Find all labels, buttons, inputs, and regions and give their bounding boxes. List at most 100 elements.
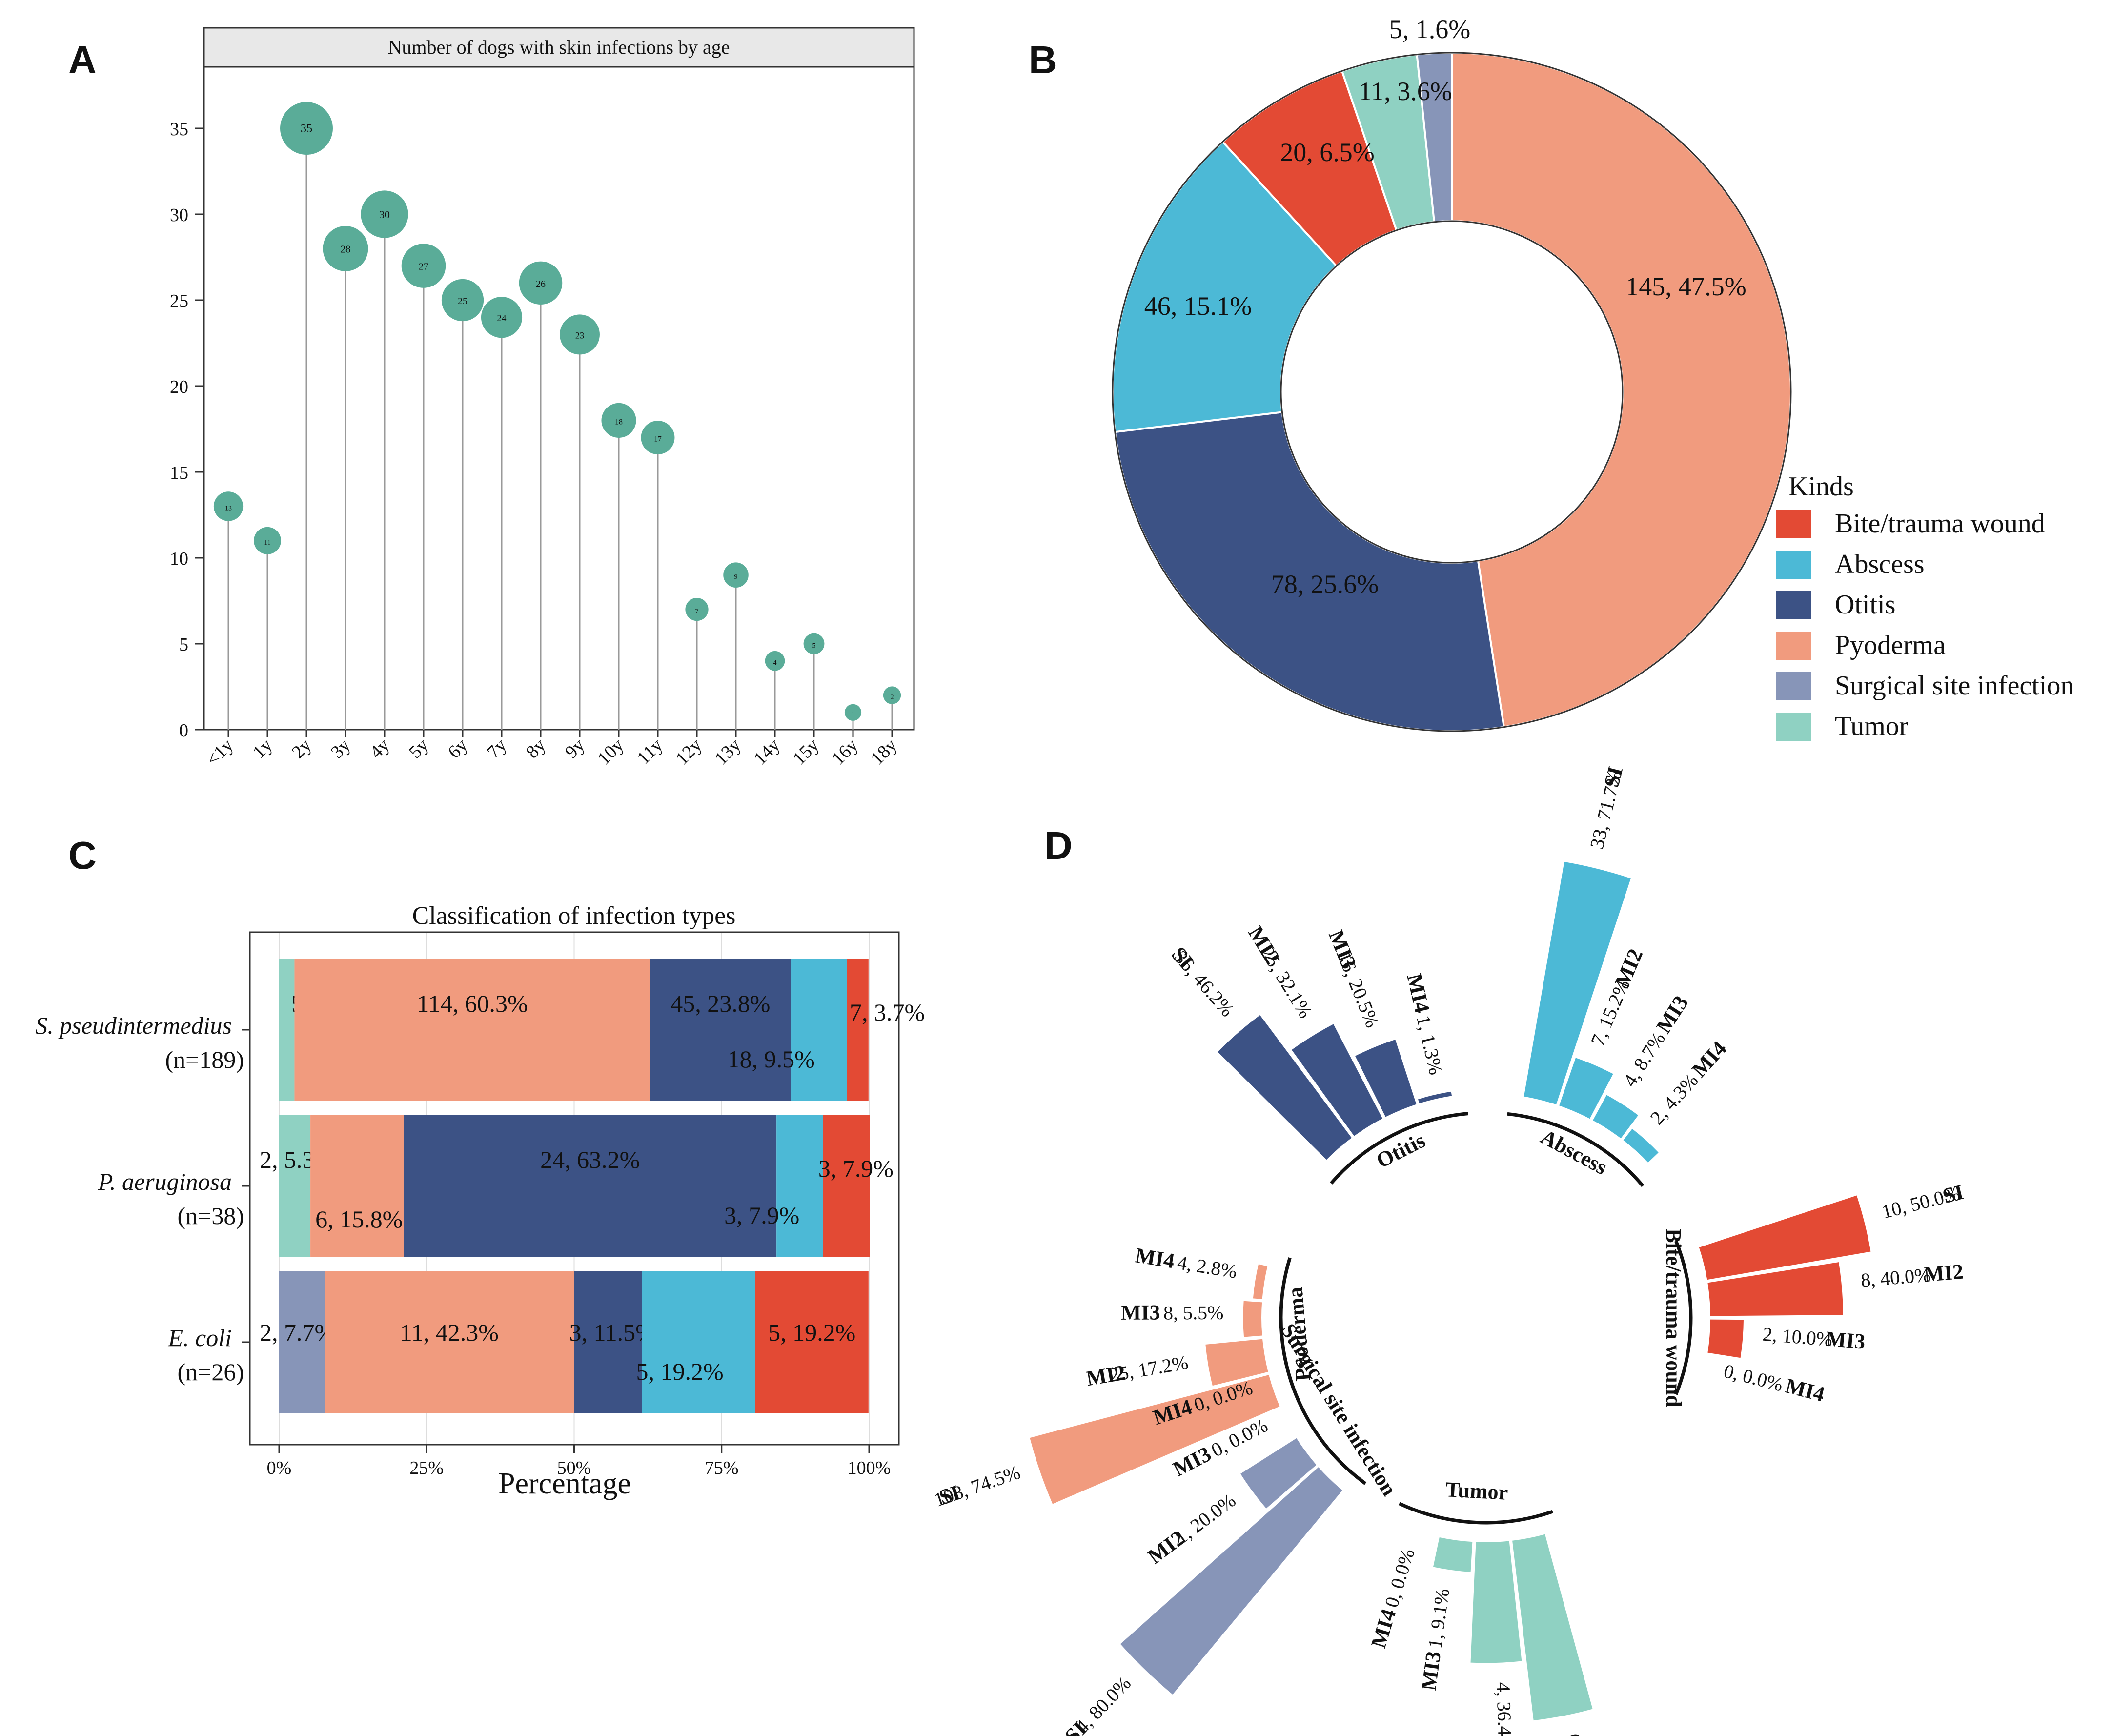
bubble-value-label: 24 xyxy=(497,313,507,324)
lollipop-bubble xyxy=(361,190,408,238)
bar-category-label: MI3 xyxy=(1417,1650,1445,1692)
bubble-value-label: 27 xyxy=(419,262,428,272)
radial-bar xyxy=(1593,1095,1639,1139)
x-tick-label: 18y xyxy=(867,735,901,769)
bar-category-label: MI3 xyxy=(1121,1300,1160,1324)
segment-value-label: 2, 7.7% xyxy=(260,1319,335,1346)
x-tick-label: 5y xyxy=(405,735,433,763)
lollipop-bubble xyxy=(213,491,244,521)
x-tick-label: 14y xyxy=(750,735,784,769)
radial-bar xyxy=(1418,1091,1452,1103)
group-arc xyxy=(1399,1502,1553,1525)
radial-bar xyxy=(1355,1040,1417,1117)
legend-title: Kinds xyxy=(1788,471,1854,502)
lollipop-bubble xyxy=(441,279,484,322)
radial-bar xyxy=(1707,1262,1843,1316)
panel-a-title-strip xyxy=(203,27,915,68)
segment-value-label: 45, 23.8% xyxy=(670,990,770,1017)
x-tick-label: 12y xyxy=(671,735,706,769)
lollipop-bubble xyxy=(803,633,825,654)
group-arc xyxy=(1674,1240,1693,1395)
panel-c-stacked-bar-chart: Classification of infection types 5, 2.6… xyxy=(35,902,925,1500)
lollipop-bubble xyxy=(723,562,749,588)
bar-value-label: 0, 0.0% xyxy=(1380,1546,1419,1610)
row-label: S. pseudintermedius xyxy=(35,1012,232,1039)
panel-c-xlabel: Percentage xyxy=(498,1467,631,1500)
bar-category-label: MI4 xyxy=(1783,1374,1827,1407)
bubble-value-label: 26 xyxy=(536,279,546,289)
x-tick-label: 9y xyxy=(561,735,589,763)
lollipop-bubble xyxy=(560,314,600,355)
y-tick-label: 20 xyxy=(170,377,188,397)
radial-bar xyxy=(1559,1058,1613,1119)
slice-value-label: 11, 3.6% xyxy=(1359,77,1452,106)
panel-a-plot-frame xyxy=(203,66,915,731)
lollipop-bubble xyxy=(401,244,446,288)
x-tick-label: 8y xyxy=(522,735,550,763)
x-tick-label: <1y xyxy=(203,735,238,770)
y-tick-label: 25 xyxy=(170,291,188,311)
lollipop-bubble xyxy=(883,686,901,704)
bubble-value-label: 28 xyxy=(341,243,351,255)
segment-value-label: 5, 19.2% xyxy=(636,1358,724,1385)
x-tick-label: 75% xyxy=(705,1458,739,1478)
bubble-value-label: 1 xyxy=(852,711,855,718)
x-tick-label: 2y xyxy=(288,735,316,763)
lollipop-bubble xyxy=(280,102,333,155)
segment-value-label: 3, 7.9% xyxy=(724,1202,799,1229)
stacked-segment xyxy=(325,1271,574,1413)
radial-bar xyxy=(1243,1301,1262,1337)
radial-bar xyxy=(1240,1438,1317,1509)
bar-value-label: 0, 0.0% xyxy=(1722,1360,1786,1395)
segment-value-label: 5, 19.2% xyxy=(768,1319,855,1346)
bar-category-label: MI2 xyxy=(1084,1360,1127,1390)
stacked-segment xyxy=(279,1271,325,1413)
bubble-value-label: 13 xyxy=(225,505,232,512)
bar-category-label: MI3 xyxy=(1651,991,1693,1037)
bubble-value-label: 9 xyxy=(734,573,738,581)
stacked-segment xyxy=(650,959,791,1101)
lollipop-bubble xyxy=(844,704,862,721)
group-name-label: Bite/trauma wound xyxy=(1662,1228,1686,1407)
x-tick-label: 1y xyxy=(249,735,277,763)
y-tick-label: 5 xyxy=(179,634,188,655)
row-label: E. coli xyxy=(167,1324,232,1351)
legend-label: Surgical site infection xyxy=(1835,671,2074,701)
lollipop-bubble xyxy=(765,651,785,671)
x-tick-label: 0% xyxy=(267,1458,292,1478)
radial-bar xyxy=(1512,1534,1593,1721)
x-tick-label: 4y xyxy=(366,735,394,763)
bar-category-label: MI4 xyxy=(1402,971,1434,1015)
row-count-label: (n=38) xyxy=(178,1202,244,1229)
panel-letter-b: B xyxy=(1029,38,1057,82)
stacked-segment xyxy=(294,959,650,1101)
y-tick-label: 10 xyxy=(170,549,188,569)
bubble-value-label: 17 xyxy=(654,435,662,444)
segment-value-label: 11, 42.3% xyxy=(400,1319,499,1346)
panel-letter-a: A xyxy=(68,38,97,82)
legend-swatch xyxy=(1776,632,1811,660)
bar-value-label: 1, 1.3% xyxy=(1412,1013,1447,1077)
bubble-value-label: 5 xyxy=(812,642,816,650)
lollipop-bubble xyxy=(519,261,563,305)
y-tick-label: 15 xyxy=(170,463,188,483)
segment-value-label: 3, 7.9% xyxy=(818,1155,894,1182)
segment-value-label: 7, 3.7% xyxy=(850,999,925,1026)
stacked-segment xyxy=(642,1271,755,1413)
radial-bar xyxy=(1205,1339,1268,1386)
radial-bar xyxy=(1623,1128,1659,1163)
x-tick-label: 50% xyxy=(557,1458,591,1478)
x-tick-label: 15y xyxy=(789,735,823,769)
bubble-value-label: 18 xyxy=(615,418,623,426)
bar-category-label: MI4 xyxy=(1687,1037,1731,1082)
bar-category-label: MI2 xyxy=(1610,945,1647,991)
stacked-segment xyxy=(404,1115,777,1257)
legend-swatch xyxy=(1776,713,1811,741)
x-tick-label: 3y xyxy=(327,735,355,763)
bar-category-label: MI4 xyxy=(1366,1606,1401,1651)
bubble-value-label: 25 xyxy=(458,296,467,306)
stacked-segment xyxy=(791,959,847,1101)
legend-swatch xyxy=(1776,551,1811,579)
legend-swatch xyxy=(1776,672,1811,700)
